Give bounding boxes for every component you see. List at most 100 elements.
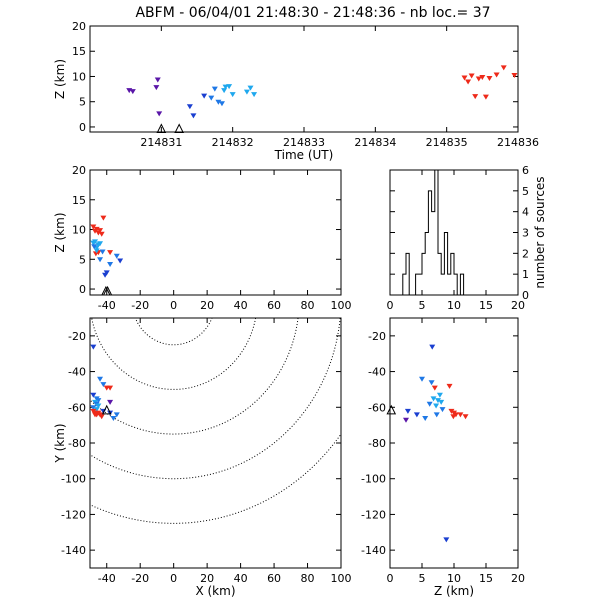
x_height-point [92, 239, 99, 245]
time_height-xtick-label: 214835 [426, 136, 468, 149]
height_y-point [446, 383, 453, 389]
height_y-frame [389, 317, 519, 569]
height_y-xtick-label: 20 [511, 572, 525, 585]
time_height-point [472, 94, 479, 100]
x_height-xtick-label: 80 [301, 299, 315, 312]
time_height-xtick-label: 214832 [212, 136, 254, 149]
plan_view-xtick-label: 40 [234, 572, 248, 585]
height_y-point [438, 399, 445, 405]
height_histogram-xtick-label: 0 [387, 299, 394, 312]
time_height-point [475, 76, 482, 82]
x_height-point [97, 228, 104, 234]
plan_view-point [92, 412, 99, 418]
height_y-point [426, 401, 433, 407]
plan_view-point [90, 392, 97, 398]
time_height-panel: 214831 214832 214833 214834 214835 214836 0 5 10… [53, 20, 539, 162]
height_histogram-xtick-label: 20 [511, 299, 525, 312]
x_height-point [93, 248, 100, 254]
height_y-point [439, 407, 446, 413]
time_height-point [229, 92, 236, 98]
x_height-frame [89, 169, 342, 296]
height_y-ytick-label: -100 [361, 473, 386, 486]
time_height-point [211, 86, 218, 92]
x_height-point [97, 257, 104, 263]
x_height-point [99, 249, 106, 255]
time_height-point [247, 85, 254, 91]
time_height-xtick-label: 214833 [283, 136, 325, 149]
time_height-point [461, 75, 468, 81]
height_histogram-xtick-label: 10 [447, 299, 461, 312]
height_y-point [422, 416, 429, 421]
x_height-point [102, 272, 109, 278]
plan_view-ytick-label: -20 [68, 330, 86, 343]
height_y-point [403, 417, 409, 423]
time_height-ytick-label: 5 [79, 96, 86, 109]
plan_view-point [110, 416, 117, 421]
height_histogram-ytick-label: 1 [522, 268, 529, 281]
plan_view-point [113, 412, 120, 418]
time_height-point [500, 65, 507, 71]
height_y-ytick-label: -80 [368, 437, 386, 450]
plan_view-xtick-label: 80 [301, 572, 315, 585]
height_histogram-ytick-label: 3 [522, 227, 529, 240]
time_height-point [486, 75, 493, 81]
height_y-xlabel: Z (km) [434, 584, 474, 598]
time_height-xtick-label: 214831 [140, 136, 182, 149]
plan_view-point [95, 398, 102, 404]
plan_view-ytick-label: -120 [61, 508, 86, 521]
time_height-point [218, 101, 225, 107]
plan_view-xtick-label: 60 [267, 572, 281, 585]
height_histogram-ytick-label: 0 [522, 289, 529, 302]
time_height-ylabel: Z (km) [53, 59, 67, 99]
x_height-ytick-label: 0 [79, 283, 86, 296]
time_height-point [156, 111, 163, 117]
x_height-point [90, 224, 97, 230]
histogram-step-line [390, 169, 518, 296]
height_y-point [431, 385, 438, 391]
height_y-point [433, 412, 440, 418]
time_height-point [251, 92, 258, 98]
range-rings [90, 318, 341, 524]
x_height-point [91, 244, 98, 250]
height_y-point [433, 403, 440, 409]
plan_view-xlabel: X (km) [195, 584, 235, 598]
plan_view-xtick-label: -40 [98, 572, 116, 585]
plan_view-xtick-label: 0 [170, 572, 177, 585]
height_y-point [457, 412, 464, 418]
time_height-point [201, 93, 208, 99]
plan_view-point [107, 399, 114, 405]
height_histogram-ytick-label: 5 [522, 185, 529, 198]
x_height-xtick-label: 0 [170, 299, 177, 312]
height_histogram-ytick-label: 4 [522, 206, 529, 219]
height_histogram-xtick-label: 5 [419, 299, 426, 312]
plan_view-ylabel: Y (km) [53, 423, 67, 463]
time_height-station-marker [174, 123, 184, 133]
time_height-point [153, 85, 160, 91]
plan_view-ytick-label: -40 [68, 366, 86, 379]
height_y-ytick-label: -40 [368, 366, 386, 379]
time_height-point [479, 74, 486, 80]
plan_view-xtick-label: -20 [131, 572, 149, 585]
x_height-ytick-label: 20 [72, 164, 86, 177]
time_height-point [465, 79, 472, 85]
time_height-ytick-label: 0 [79, 121, 86, 134]
time_height-point [215, 99, 222, 105]
height_y-xtick-label: 0 [387, 572, 394, 585]
x_height-point [97, 241, 104, 247]
height_y-xtick-label: 5 [419, 572, 426, 585]
plan_view-point [98, 414, 105, 420]
time_height-point [154, 77, 161, 83]
x_height-point [100, 215, 107, 221]
height_y-point [443, 537, 450, 543]
height_histogram-ylabel: number of sources [533, 176, 547, 288]
height_y-point [428, 380, 435, 386]
time_height-point [243, 89, 250, 95]
range-ring [90, 433, 341, 524]
plan_view-point [95, 403, 102, 409]
time_height-point [222, 84, 229, 90]
height_y-point [462, 414, 469, 420]
height_y-point [413, 412, 420, 418]
plan_view-xtick-label: 20 [200, 572, 214, 585]
